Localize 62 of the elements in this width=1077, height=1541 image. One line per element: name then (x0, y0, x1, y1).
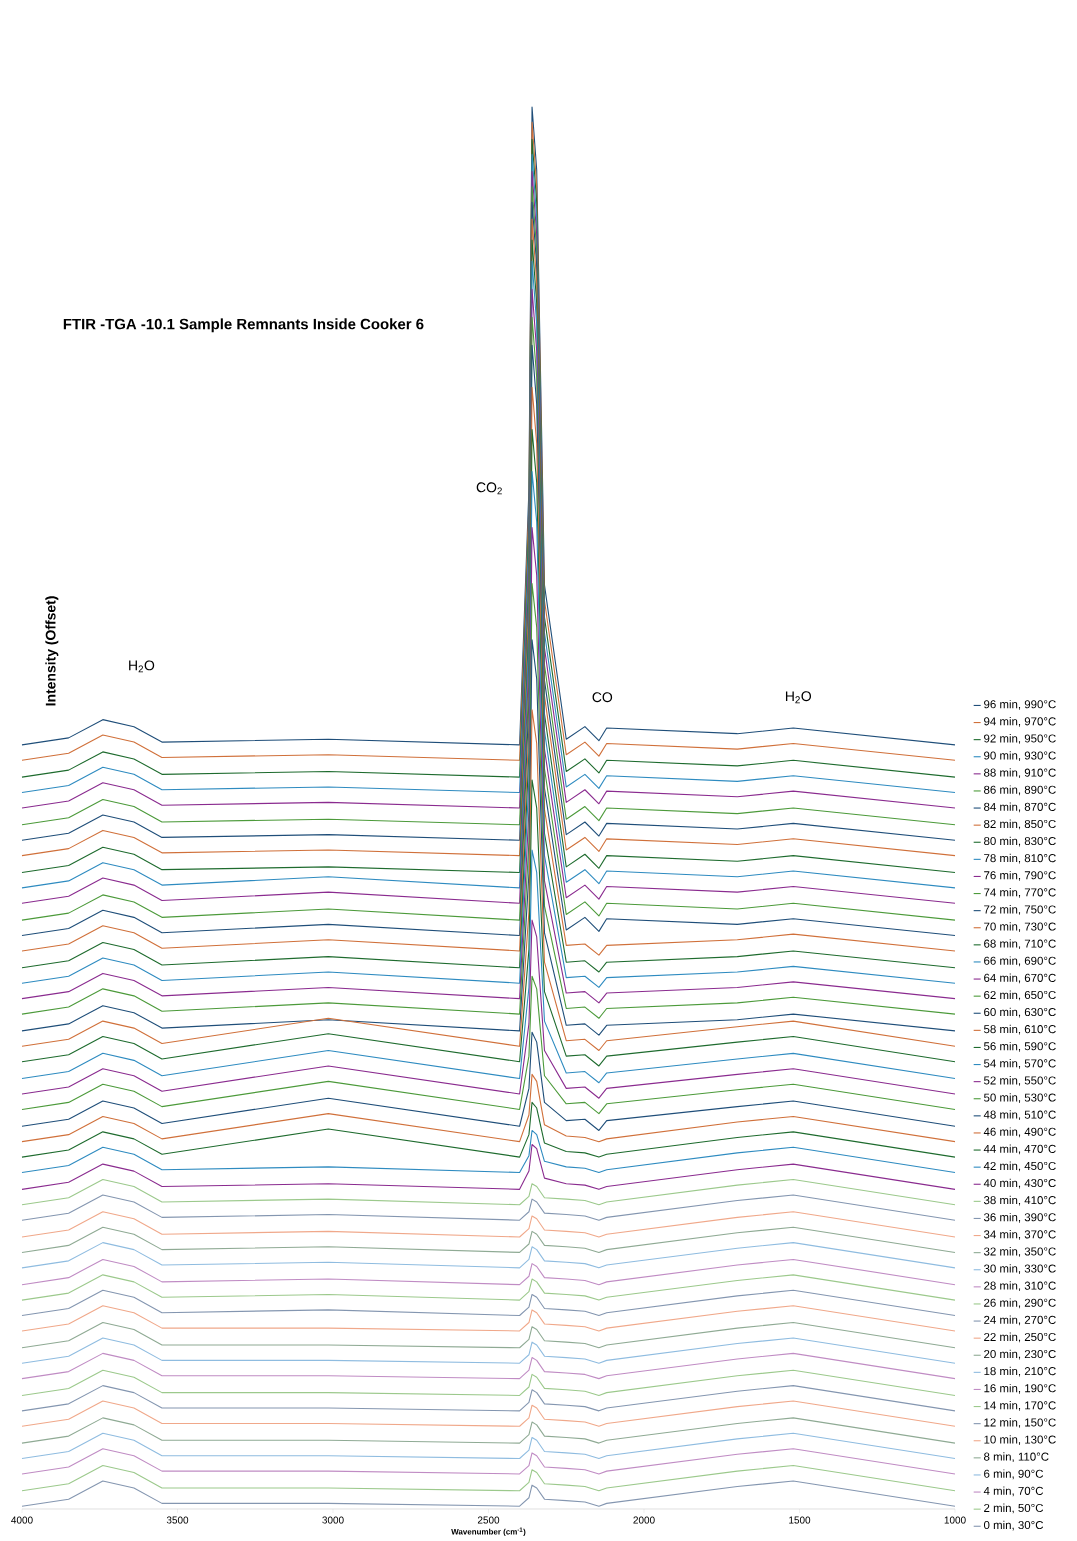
legend-label: 68 min, 710°C (984, 939, 1056, 950)
legend-label: 46 min, 490°C (983, 1127, 1056, 1138)
legend-label: 10 min, 130°C (984, 1435, 1056, 1445)
legend-label: 4 min, 70°C (983, 1486, 1044, 1497)
legend-label: 60 min, 630°C (984, 1007, 1056, 1018)
legend-label: 84 min, 870°C (984, 802, 1056, 813)
legend-label: 76 min, 790°C (984, 870, 1056, 881)
legend-label: 0 min, 30°C (983, 1520, 1044, 1531)
legend-label: 6 min, 90°C (984, 1469, 1044, 1480)
legend-label: 54 min, 570°C (983, 1059, 1056, 1069)
legend-label: 8 min, 110°C (984, 1452, 1049, 1463)
annotation: CO (592, 692, 613, 703)
legend-label: 62 min, 650°C (984, 990, 1056, 1001)
legend-label: 88 min, 910°C (984, 768, 1056, 779)
legend-label: 24 min, 270°C (984, 1315, 1056, 1326)
legend-label: 80 min, 830°C (984, 836, 1056, 847)
legend-label: 66 min, 690°C (984, 956, 1056, 967)
legend-label: 74 min, 770°C (984, 888, 1056, 898)
x-tick-label: 1000 (944, 1516, 966, 1524)
y-axis-title: Intensity (Offset) (45, 596, 59, 706)
legend-label: 52 min, 550°C (983, 1076, 1056, 1086)
legend-label: 64 min, 670°C (984, 973, 1056, 984)
legend-label: 72 min, 750°C (984, 905, 1056, 915)
legend-label: 82 min, 850°C (984, 819, 1056, 830)
legend-label: 20 min, 230°C (984, 1349, 1056, 1360)
x-tick-label: 2500 (477, 1516, 500, 1524)
legend-label: 94 min, 970°C (984, 717, 1056, 727)
legend-label: 48 min, 510°C (983, 1110, 1056, 1121)
annotation: H$_{2}$O (785, 691, 812, 704)
legend-label: 22 min, 250°C (984, 1332, 1056, 1343)
x-tick-label: 3500 (166, 1516, 189, 1524)
legend-label: 86 min, 890°C (984, 785, 1056, 796)
legend-label: 12 min, 150°C (984, 1418, 1056, 1428)
text: FTIR -TGA -10.1 Sample Remnants Inside Cooker 6 (63, 318, 424, 333)
legend-label: 70 min, 730°C (984, 922, 1056, 932)
legend-label: 44 min, 470°C (983, 1144, 1056, 1155)
legend-label: 18 min, 210°C (984, 1366, 1056, 1377)
annotation: H$_{2}$O (129, 660, 155, 673)
legend-label: 32 min, 350°C (983, 1247, 1056, 1257)
x-tick-label: 1500 (789, 1516, 811, 1524)
legend-label: 78 min, 810°C (984, 853, 1056, 864)
legend-label: 42 min, 450°C (983, 1161, 1056, 1172)
legend-label: 2 min, 50°C (984, 1503, 1044, 1514)
legend-label: 38 min, 410°C (983, 1195, 1056, 1206)
legend-label: 14 min, 170°C (984, 1401, 1056, 1411)
legend-label: 96 min, 990°C (984, 699, 1056, 710)
x-tick-label: 3000 (322, 1516, 344, 1524)
legend-label: 36 min, 390°C (983, 1212, 1056, 1223)
legend-label: 56 min, 590°C (983, 1041, 1056, 1052)
legend-label: 30 min, 330°C (983, 1264, 1056, 1274)
legend-label: 90 min, 930°C (984, 751, 1056, 761)
x-tick-label: 2000 (633, 1516, 655, 1524)
legend-label: 16 min, 190°C (984, 1383, 1056, 1394)
legend-label: 28 min, 310°C (984, 1281, 1056, 1292)
legend-label: 58 min, 610°C (983, 1024, 1056, 1035)
legend-label: 50 min, 530°C (983, 1093, 1056, 1103)
legend-label: 92 min, 950°C (984, 734, 1056, 744)
legend-label: 34 min, 370°C (983, 1230, 1056, 1240)
legend-label: 26 min, 290°C (984, 1298, 1056, 1309)
legend-label: 40 min, 430°C (983, 1178, 1056, 1189)
annotation: CO$_{2}$ (476, 482, 502, 495)
x-tick-label: 4000 (11, 1516, 33, 1524)
